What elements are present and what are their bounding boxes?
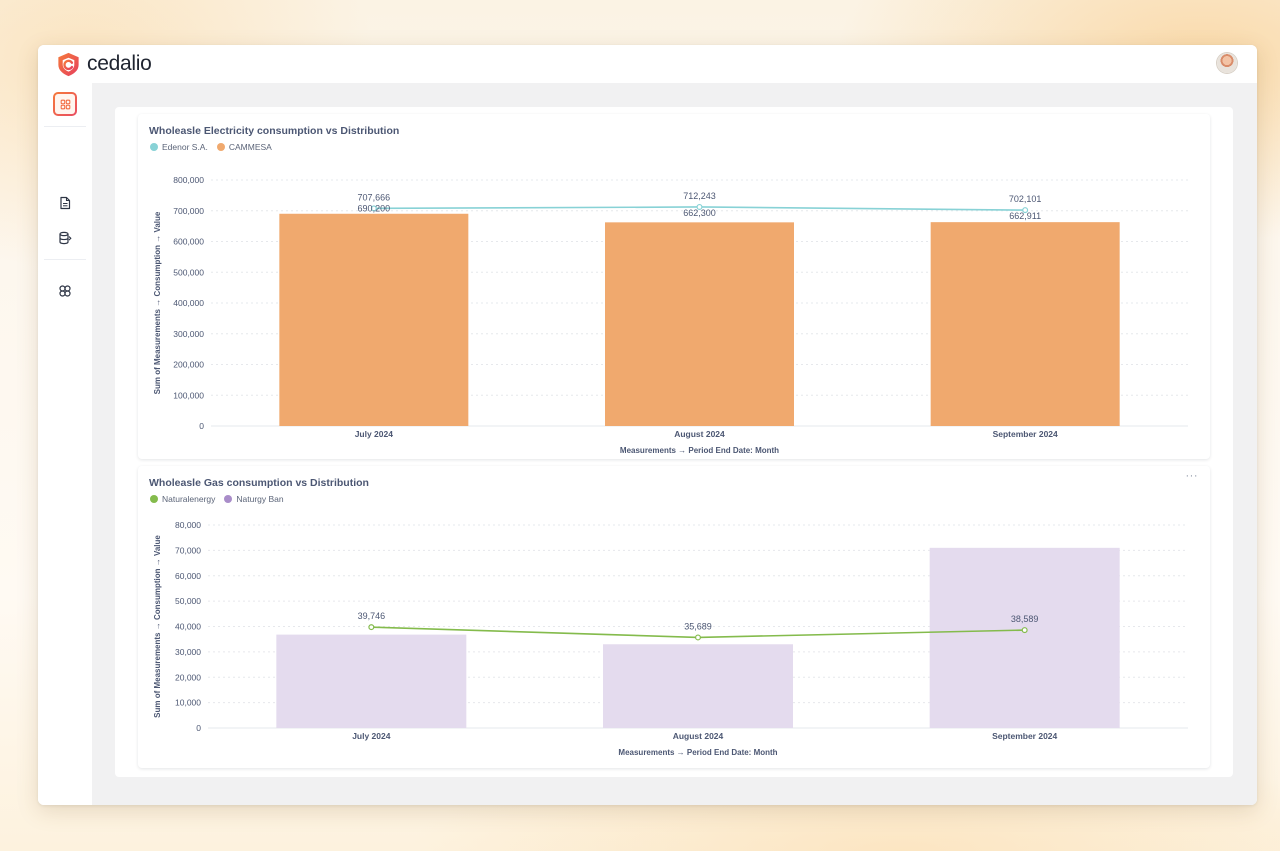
x-tick-label: September 2024 bbox=[993, 429, 1058, 439]
y-tick-label: 10,000 bbox=[175, 698, 201, 708]
y-tick-label: 600,000 bbox=[173, 237, 204, 247]
y-tick-label: 200,000 bbox=[173, 360, 204, 370]
sidebar-item-dashboards[interactable] bbox=[53, 92, 77, 116]
sidebar-divider bbox=[44, 259, 86, 260]
gas-chart: 0 10,000 20,000 30,000 40,000 50,000 60,000 70,… bbox=[153, 520, 1188, 757]
bar-data-label: 662,911 bbox=[1009, 211, 1041, 221]
x-tick-label: July 2024 bbox=[355, 429, 394, 439]
chart-legend: Edenor S.A. CAMMESA bbox=[150, 142, 281, 152]
bar-data-label: 690,200 bbox=[358, 203, 391, 213]
database-icon bbox=[59, 231, 72, 245]
legend-dot bbox=[224, 495, 233, 503]
line-data-label: 38,589 bbox=[1011, 614, 1039, 624]
main-content: Wholeasle Electricity consumption vs Dis… bbox=[92, 83, 1257, 805]
card-title: Wholeasle Gas consumption vs Distributio… bbox=[149, 477, 369, 489]
y-tick-label: 800,000 bbox=[173, 175, 204, 185]
line-data-label: 712,243 bbox=[683, 191, 716, 201]
line-point bbox=[694, 634, 701, 641]
card-more-button[interactable]: ··· bbox=[1185, 470, 1198, 482]
bar bbox=[276, 634, 467, 728]
y-tick-label: 400,000 bbox=[173, 298, 204, 308]
y-tick-label: 80,000 bbox=[175, 520, 201, 530]
dashboard-canvas: Wholeasle Electricity consumption vs Dis… bbox=[115, 107, 1233, 777]
dashboard-grid-icon bbox=[60, 99, 70, 109]
y-tick-label: 100,000 bbox=[173, 390, 204, 400]
x-tick-label: September 2024 bbox=[992, 731, 1057, 741]
legend-item-edenor[interactable]: Edenor S.A. bbox=[150, 142, 208, 152]
y-axis-label: Sum of Measurements → Consumption → Valu… bbox=[153, 535, 162, 718]
document-icon bbox=[60, 196, 71, 210]
legend-item-naturalenergy[interactable]: Naturalenergy bbox=[150, 494, 215, 504]
legend-label: Naturalenergy bbox=[162, 494, 216, 504]
x-tick-label: August 2024 bbox=[674, 429, 725, 439]
card-title: Wholeasle Electricity consumption vs Dis… bbox=[149, 125, 400, 137]
legend-label: Naturgy Ban bbox=[236, 494, 284, 504]
y-tick-label: 0 bbox=[199, 421, 204, 431]
electricity-chart-card[interactable]: Wholeasle Electricity consumption vs Dis… bbox=[138, 114, 1210, 459]
electricity-chart: 0 100,000 200,000 300,000 400,000 500,000 600,… bbox=[153, 175, 1188, 455]
y-tick-label: 60,000 bbox=[175, 571, 201, 581]
legend-dot bbox=[150, 143, 158, 151]
bar bbox=[279, 213, 469, 426]
cedalio-logo-icon bbox=[58, 52, 79, 76]
legend-item-naturgy-ban[interactable]: Naturgy Ban bbox=[224, 494, 284, 504]
y-tick-label: 20,000 bbox=[175, 672, 201, 682]
y-tick-label: 30,000 bbox=[175, 647, 201, 657]
line-point bbox=[370, 205, 377, 212]
sidebar-divider bbox=[44, 126, 86, 127]
y-axis-label: Sum of Measurements → Consumption → Valu… bbox=[153, 211, 162, 394]
line-data-label: 702,101 bbox=[1009, 194, 1042, 204]
line-point bbox=[1022, 207, 1029, 214]
y-tick-label: 50,000 bbox=[175, 596, 201, 606]
y-tick-label: 300,000 bbox=[173, 329, 204, 339]
sidebar bbox=[38, 83, 93, 805]
bar-data-label: 662,300 bbox=[683, 208, 716, 218]
y-tick-label: 500,000 bbox=[173, 267, 204, 277]
bar bbox=[930, 222, 1120, 426]
line-data-label: 707,666 bbox=[358, 192, 391, 202]
x-tick-label: August 2024 bbox=[673, 731, 724, 741]
sidebar-item-documents[interactable] bbox=[53, 191, 77, 215]
integrations-icon bbox=[59, 285, 71, 297]
legend-item-cammesa[interactable]: CAMMESA bbox=[216, 142, 272, 152]
y-tick-label: 700,000 bbox=[173, 206, 204, 216]
bar bbox=[929, 547, 1120, 728]
y-tick-label: 40,000 bbox=[175, 622, 201, 632]
line-point bbox=[1021, 627, 1028, 634]
line-data-label: 35,689 bbox=[684, 621, 712, 631]
x-axis-label: Measurements → Period End Date: Month bbox=[620, 446, 779, 455]
top-bar: cedalio bbox=[38, 45, 1257, 84]
line-point bbox=[696, 203, 703, 210]
legend-dot bbox=[216, 143, 225, 151]
bar bbox=[603, 644, 793, 728]
logo[interactable]: cedalio bbox=[55, 50, 152, 78]
line-data-label: 39,746 bbox=[358, 611, 386, 621]
x-tick-label: July 2024 bbox=[352, 731, 391, 741]
logo-text: cedalio bbox=[87, 52, 152, 75]
legend-dot bbox=[150, 495, 158, 503]
bar bbox=[605, 222, 794, 426]
legend-label: Edenor S.A. bbox=[162, 142, 208, 152]
chart-legend: Naturalenergy Naturgy Ban bbox=[150, 494, 293, 504]
sidebar-item-integrations[interactable] bbox=[53, 279, 77, 303]
y-tick-label: 70,000 bbox=[175, 545, 201, 555]
user-avatar-icon[interactable] bbox=[1217, 53, 1237, 73]
gas-chart-card[interactable]: Wholeasle Gas consumption vs Distributio… bbox=[138, 466, 1210, 768]
x-axis-label: Measurements → Period End Date: Month bbox=[618, 748, 777, 757]
line-point bbox=[368, 624, 375, 631]
legend-label: CAMMESA bbox=[228, 142, 272, 152]
y-tick-label: 0 bbox=[196, 723, 201, 733]
sidebar-item-data[interactable] bbox=[53, 226, 77, 250]
app-window: cedalio bbox=[38, 45, 1257, 805]
